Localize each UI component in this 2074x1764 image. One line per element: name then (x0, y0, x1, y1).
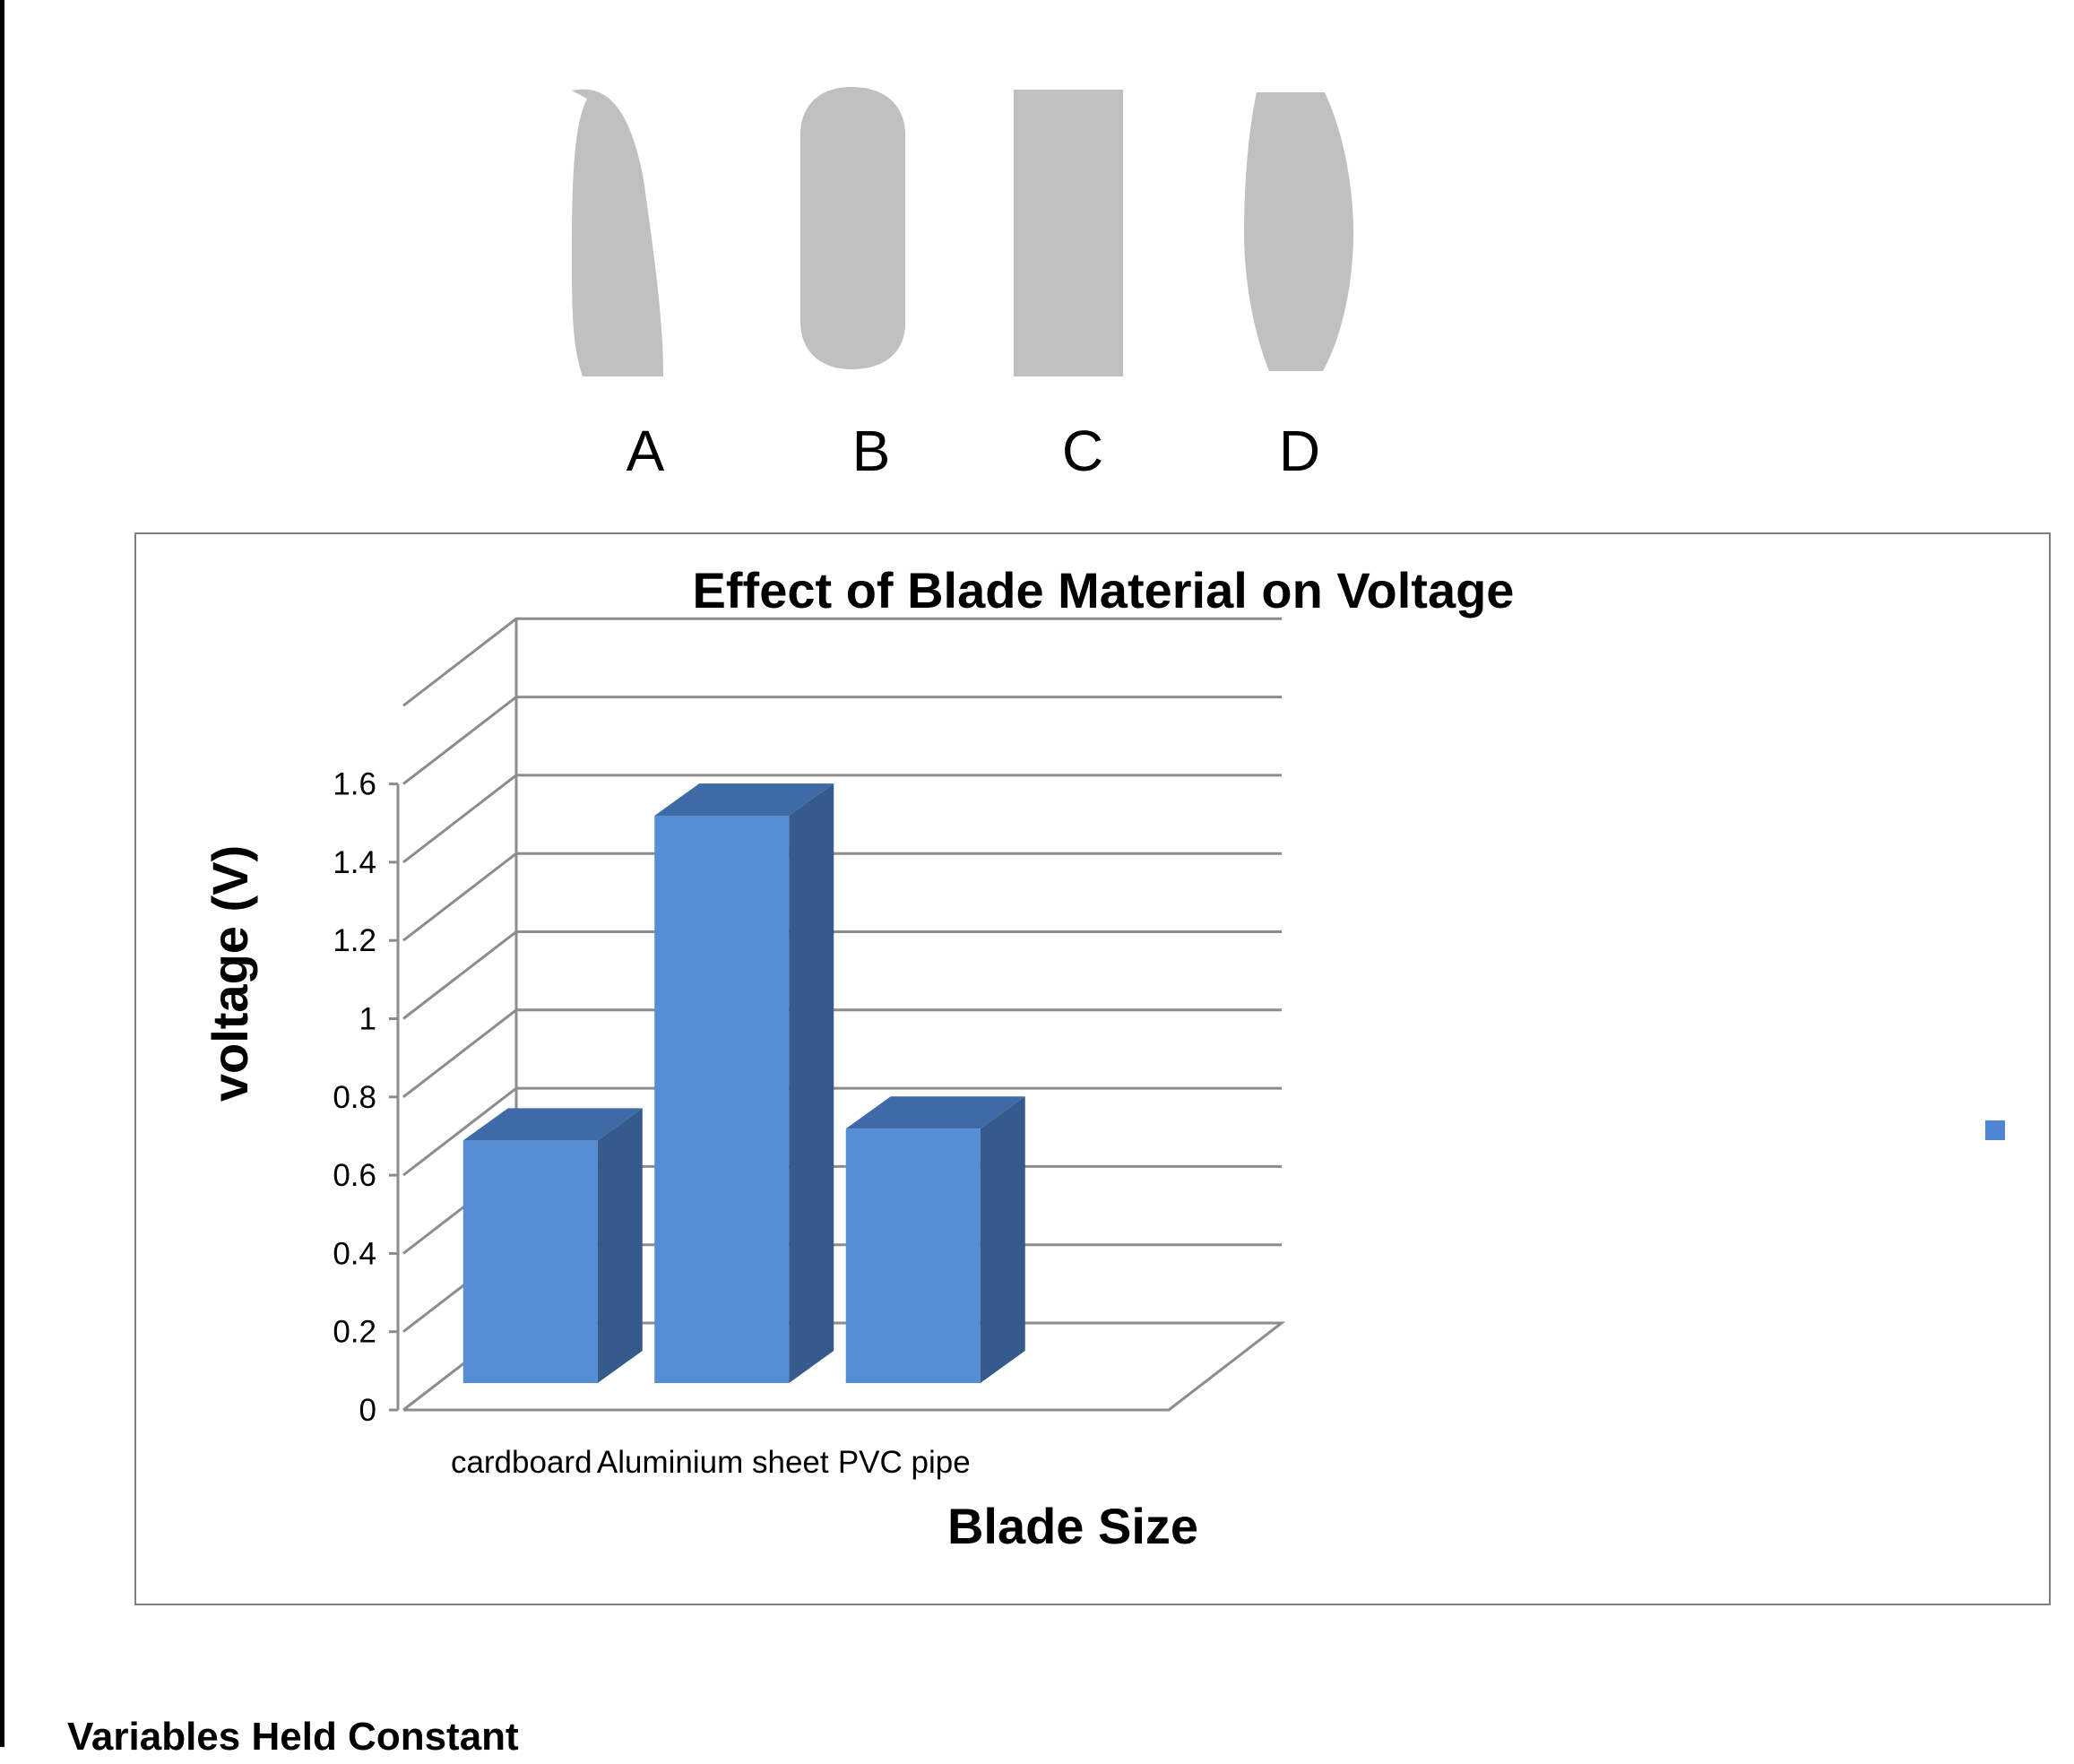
y-tick-label: 1.4 (333, 845, 376, 880)
y-tick-label: 1 (359, 1002, 376, 1037)
blade-shape-a (572, 89, 663, 376)
bar-side (789, 783, 834, 1383)
bar-front (845, 1128, 981, 1383)
x-category-label: cardboard (451, 1445, 592, 1480)
bar-top (654, 783, 834, 817)
y-axis-title: voltage (V) (202, 845, 258, 1102)
blade-shape-b (800, 87, 905, 369)
shape-label-a: A (627, 419, 665, 483)
gridline (402, 1086, 1282, 1177)
gridline (402, 696, 1282, 785)
y-tick-label: 0.4 (333, 1236, 376, 1271)
legend-marker (1985, 1120, 2005, 1140)
x-category-label: PVC pipe (838, 1445, 971, 1480)
page-left-border (0, 0, 4, 1747)
x-axis-title: Blade Size (947, 1498, 1198, 1554)
bar-pvc-pipe (845, 1096, 1025, 1383)
shape-label-d: D (1279, 419, 1320, 483)
y-tick-label: 0.8 (333, 1080, 376, 1115)
y-tick-label: 1.6 (333, 767, 376, 802)
gridline (402, 617, 1282, 707)
gridline (402, 774, 1282, 864)
gridline (402, 1008, 1282, 1098)
gridline (402, 930, 1282, 1020)
bar-top (845, 1096, 1025, 1129)
bar-front (654, 816, 790, 1383)
y-tick-label: 1.2 (333, 923, 376, 958)
blade-shape-d (1244, 92, 1353, 371)
x-axis-category-labels: cardboard Aluminium sheet PVC pipe (451, 1445, 971, 1480)
shape-label-b: B (852, 419, 891, 483)
bar-aluminium-sheet (654, 783, 834, 1383)
section-heading: Variables Held Constant (67, 1715, 519, 1759)
chart-title: Effect of Blade Material on Voltage (693, 562, 1515, 618)
y-tick-label: 0.6 (333, 1158, 376, 1193)
bar-top (462, 1108, 643, 1141)
bars (462, 783, 1025, 1383)
chart-frame: 0 0.2 0.4 0.6 0.8 1 1.2 1.4 1.6 cardboard Alumini… (134, 532, 2051, 1605)
y-axis-ticks: 0 0.2 0.4 0.6 0.8 1 1.2 1.4 1.6 (333, 767, 398, 1428)
y-tick-label: 0 (359, 1393, 376, 1428)
y-tick-label: 0.2 (333, 1315, 376, 1350)
shape-label-c: C (1062, 419, 1103, 483)
gridline (402, 852, 1282, 942)
bar-cardboard (462, 1108, 643, 1383)
blade-shape-c (1014, 90, 1123, 376)
bar-side (980, 1096, 1025, 1383)
gridlines (402, 617, 1282, 1412)
x-category-label: Aluminium sheet (597, 1445, 829, 1480)
bar-side (597, 1108, 643, 1383)
bar-front (462, 1140, 598, 1383)
blade-shapes-figure: A B C D (572, 87, 1353, 483)
chart-svg: 0 0.2 0.4 0.6 0.8 1 1.2 1.4 1.6 cardboard Alumini… (202, 562, 2005, 1554)
